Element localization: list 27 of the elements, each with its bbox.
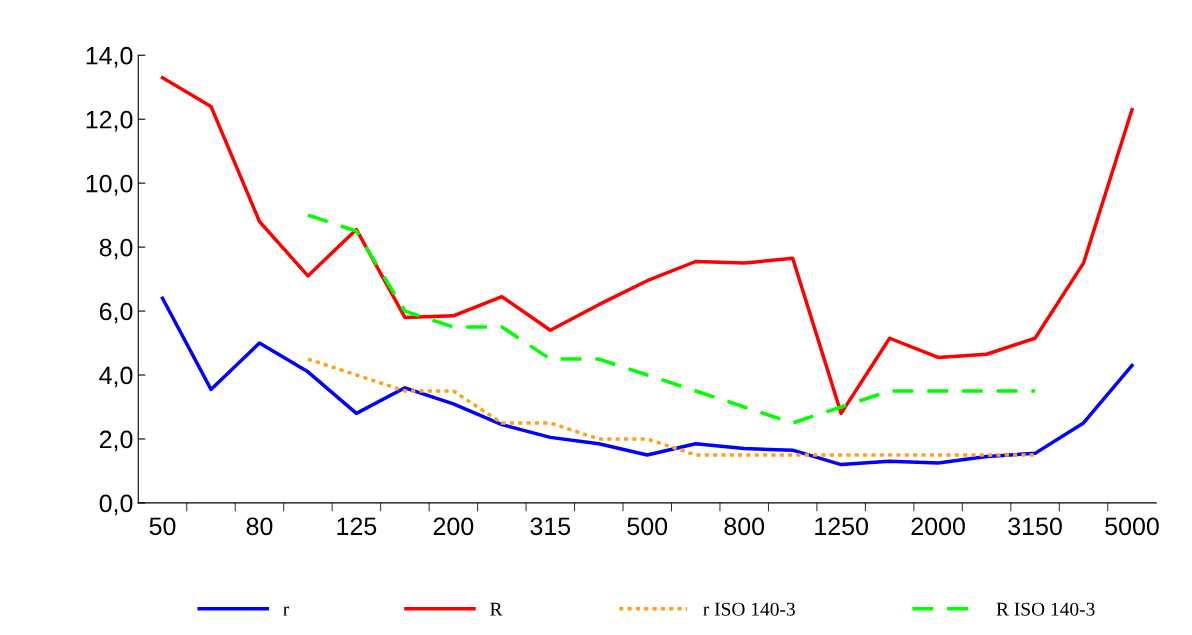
x-tick-label: 5000	[1105, 517, 1159, 536]
x-tick-label: 1250	[815, 517, 868, 536]
line-series	[160, 75, 1134, 416]
x-tick-label: 50	[149, 517, 176, 536]
y-tick-label: 8,0	[99, 238, 133, 260]
line-series	[160, 296, 1134, 467]
x-tick-label: 500	[627, 517, 668, 536]
x-tick-label: 800	[724, 517, 765, 536]
y-tick-label: 10,0	[86, 174, 133, 196]
legend-label: r	[283, 606, 290, 616]
x-tick-label: 80	[246, 517, 273, 536]
x-tick-label: 3150	[1008, 517, 1062, 536]
legend-label: r ISO 140-3	[703, 602, 795, 616]
y-tick-label: 14,0	[86, 46, 133, 68]
y-tick-label: 6,0	[99, 302, 133, 324]
x-tick-label: 200	[433, 517, 474, 536]
x-tick-label: 2000	[911, 517, 965, 536]
legend-label: R ISO 140-3	[996, 602, 1095, 616]
line-series	[306, 357, 1037, 457]
y-tick-label: 2,0	[99, 430, 133, 452]
y-tick-label: 4,0	[99, 366, 133, 388]
legend-label: R	[490, 602, 503, 616]
y-tick-label: 0,0	[99, 494, 133, 516]
x-tick-label: 315	[530, 517, 571, 536]
line-series	[306, 213, 1037, 425]
x-tick-label: 125	[337, 517, 377, 536]
y-tick-label: 12,0	[86, 110, 133, 132]
